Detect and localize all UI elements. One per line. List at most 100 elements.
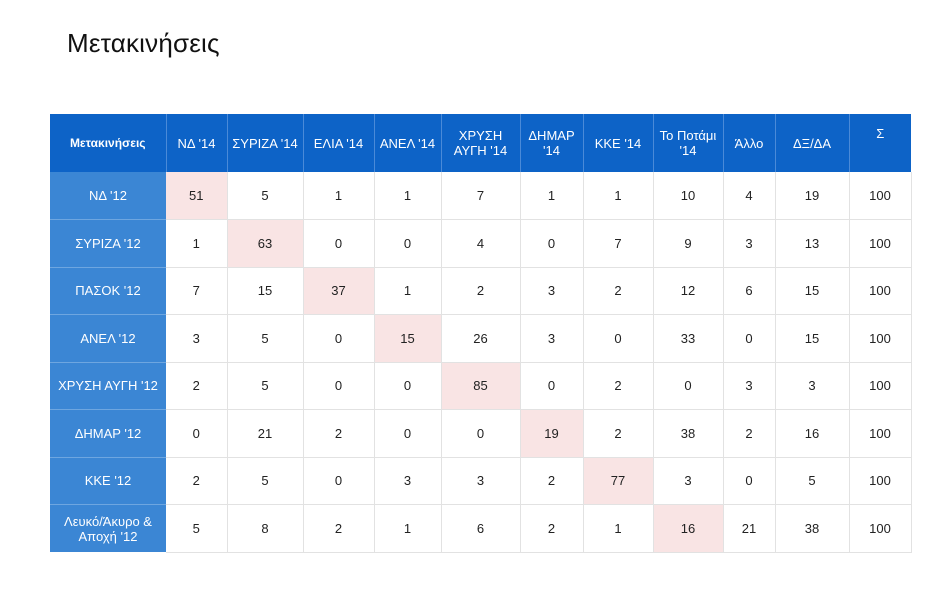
table-cell: 2 [166, 457, 228, 505]
table-cell: 3 [775, 362, 850, 410]
table-cell: 33 [653, 314, 724, 363]
table-cell: 0 [583, 314, 654, 363]
table-cell: 2 [520, 457, 584, 505]
table-cell: 3 [723, 362, 776, 410]
table-cell: 5 [227, 457, 304, 505]
row-header: ΠΑΣΟΚ '12 [50, 267, 166, 315]
table-row: ΧΡΥΣΗ ΑΥΓΗ '12 2 5 0 0 85 0 2 0 3 3 100 [50, 362, 912, 410]
table-row: ΔΗΜΑΡ '12 0 21 2 0 0 19 2 38 2 16 100 [50, 409, 912, 458]
table-cell: 2 [303, 409, 375, 458]
corner-header: Μετακινήσεις [50, 114, 167, 172]
table-cell-diagonal: 19 [520, 409, 584, 458]
table-cell: 6 [441, 504, 521, 553]
table-cell: 0 [303, 362, 375, 410]
table-cell: 15 [775, 267, 850, 315]
table-row: ΠΑΣΟΚ '12 7 15 37 1 2 3 2 12 6 15 100 [50, 267, 912, 315]
table-row: ΚΚΕ '12 2 5 0 3 3 2 77 3 0 5 100 [50, 457, 912, 505]
column-header: Άλλο [723, 114, 776, 172]
column-header: Σ [849, 114, 911, 172]
table-cell: 2 [441, 267, 521, 315]
table-cell: 0 [303, 457, 375, 505]
table-cell: 13 [775, 219, 850, 268]
table-cell: 2 [166, 362, 228, 410]
column-header: ΧΡΥΣΗ ΑΥΓΗ '14 [441, 114, 521, 172]
table-cell: 5 [775, 457, 850, 505]
row-header: ΔΗΜΑΡ '12 [50, 409, 166, 458]
table-cell: 1 [374, 504, 442, 553]
table-row: ΝΔ '12 51 5 1 1 7 1 1 10 4 19 100 [50, 172, 912, 220]
table-cell: 21 [723, 504, 776, 553]
column-header: Το Ποτάμι '14 [653, 114, 724, 172]
table-cell: 7 [441, 172, 521, 220]
column-header: ΔΗΜΑΡ '14 [520, 114, 584, 172]
table-cell: 1 [166, 219, 228, 268]
table-cell: 2 [583, 362, 654, 410]
table-cell: 0 [520, 362, 584, 410]
table-cell: 2 [583, 409, 654, 458]
page-title: Μετακινήσεις [67, 28, 220, 58]
table-cell: 5 [227, 172, 304, 220]
table-cell: 3 [374, 457, 442, 505]
column-header: ΣΥΡΙΖΑ '14 [227, 114, 304, 172]
table-cell: 4 [441, 219, 521, 268]
table-cell: 0 [166, 409, 228, 458]
table-cell: 21 [227, 409, 304, 458]
table-cell-diagonal: 77 [583, 457, 654, 505]
table-row: ΣΥΡΙΖΑ '12 1 63 0 0 4 0 7 9 3 13 100 [50, 219, 912, 268]
table-cell: 2 [303, 504, 375, 553]
table-cell: 5 [227, 362, 304, 410]
table-cell: 2 [520, 504, 584, 553]
table-cell: 4 [723, 172, 776, 220]
table-cell: 100 [849, 409, 912, 458]
table-cell: 100 [849, 362, 912, 410]
table-cell: 1 [583, 504, 654, 553]
column-header: ΔΞ/ΔΑ [775, 114, 850, 172]
table-cell: 3 [166, 314, 228, 363]
table-cell: 9 [653, 219, 724, 268]
table-cell: 8 [227, 504, 304, 553]
row-header: Λευκό/Άκυρο & Αποχή '12 [50, 504, 166, 552]
table-cell: 0 [723, 457, 776, 505]
table-cell: 1 [583, 172, 654, 220]
table-cell: 12 [653, 267, 724, 315]
table-cell: 0 [723, 314, 776, 363]
table-cell: 38 [653, 409, 724, 458]
row-header: ΑΝΕΛ '12 [50, 314, 166, 363]
table-cell: 0 [303, 314, 375, 363]
table-cell: 5 [166, 504, 228, 553]
table-cell: 100 [849, 457, 912, 505]
vote-transition-table: Μετακινήσεις ΝΔ '14 ΣΥΡΙΖΑ '14 ΕΛΙΑ '14 ΑΝΕ… [50, 114, 912, 553]
table-cell: 0 [374, 219, 442, 268]
row-header: ΚΚΕ '12 [50, 457, 166, 505]
table-cell: 5 [227, 314, 304, 363]
table-cell: 100 [849, 314, 912, 363]
table-cell: 100 [849, 172, 912, 220]
table-cell: 26 [441, 314, 521, 363]
table-cell: 7 [583, 219, 654, 268]
table-cell-diagonal: 15 [374, 314, 442, 363]
table-cell: 100 [849, 504, 912, 553]
row-header: ΝΔ '12 [50, 172, 166, 220]
row-header: ΧΡΥΣΗ ΑΥΓΗ '12 [50, 362, 166, 410]
table-cell: 1 [374, 267, 442, 315]
table-cell: 15 [775, 314, 850, 363]
table-cell-diagonal: 85 [441, 362, 521, 410]
table-row: Λευκό/Άκυρο & Αποχή '12 5 8 2 1 6 2 1 16 21 38 100 [50, 504, 912, 553]
table-cell: 0 [441, 409, 521, 458]
table-cell: 0 [374, 409, 442, 458]
table-cell: 10 [653, 172, 724, 220]
table-cell: 1 [303, 172, 375, 220]
table-cell: 1 [374, 172, 442, 220]
column-header: ΕΛΙΑ '14 [303, 114, 375, 172]
column-header: ΑΝΕΛ '14 [374, 114, 442, 172]
table-cell: 0 [520, 219, 584, 268]
row-header: ΣΥΡΙΖΑ '12 [50, 219, 166, 268]
table-cell: 0 [374, 362, 442, 410]
table-cell: 3 [723, 219, 776, 268]
column-header: ΝΔ '14 [166, 114, 228, 172]
table-cell-diagonal: 63 [227, 219, 304, 268]
table-cell: 7 [166, 267, 228, 315]
table-cell: 3 [520, 267, 584, 315]
table-cell: 6 [723, 267, 776, 315]
table-cell: 3 [653, 457, 724, 505]
